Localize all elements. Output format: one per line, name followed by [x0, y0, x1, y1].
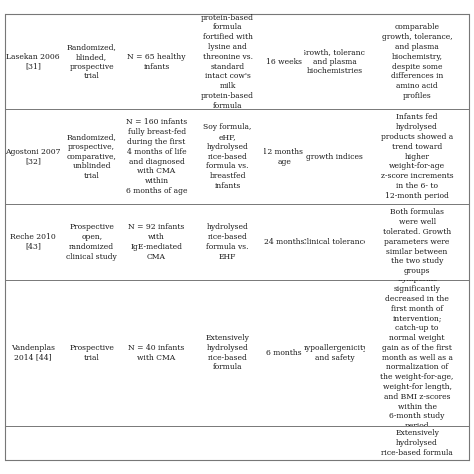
Text: 24 months: 24 months	[264, 238, 304, 246]
Text: 6 months: 6 months	[266, 349, 302, 356]
Text: Prospective
open,
randomized
clinical study: Prospective open, randomized clinical st…	[66, 223, 117, 261]
Text: growth indices: growth indices	[306, 153, 363, 161]
Text: Randomized,
prospective,
comparative,
unblinded
trial: Randomized, prospective, comparative, un…	[67, 133, 117, 180]
Text: Lasekan 2006
[31]: Lasekan 2006 [31]	[6, 53, 60, 71]
Text: N = 160 infants
fully breast-fed
during the first
4 months of life
and diagnosed: N = 160 infants fully breast-fed during …	[126, 118, 187, 195]
Text: comparable
growth, tolerance,
and plasma
biochemistry,
despite some
differences : comparable growth, tolerance, and plasma…	[382, 23, 453, 100]
Text: Reche 2010
[43]: Reche 2010 [43]	[10, 233, 56, 251]
Text: N = 40 infants
with CMA: N = 40 infants with CMA	[128, 344, 185, 362]
Text: Both formulas
were well
tolerated. Growth
parameters were
similar between
the tw: Both formulas were well tolerated. Growt…	[383, 209, 451, 275]
Text: Growth, tolerance
and plasma
biochemistries: Growth, tolerance and plasma biochemistr…	[300, 48, 369, 75]
Text: hydrolysed
rice-based
formula vs.
EHF: hydrolysed rice-based formula vs. EHF	[206, 223, 249, 261]
Text: Soy formula,
eHF,
hydrolysed
rice-based
formula vs.
breastfed
infants: Soy formula, eHF, hydrolysed rice-based …	[203, 123, 252, 190]
Text: Agostoni 2007
[32]: Agostoni 2007 [32]	[5, 148, 61, 165]
Text: N = 92 infants
with
IgE-mediated
CMA: N = 92 infants with IgE-mediated CMA	[128, 223, 185, 261]
Text: Infants fed
hydrolysed
products showed a
trend toward
higher
weight-for-age
z-sc: Infants fed hydrolysed products showed a…	[381, 113, 454, 200]
Text: 6-12 months of
age: 6-12 months of age	[255, 148, 313, 165]
Text: protein-based
formula
fortified with
lysine and
threonine vs.
standard
intact co: protein-based formula fortified with lys…	[201, 14, 254, 110]
Text: Clinical tolerance: Clinical tolerance	[301, 238, 368, 246]
Text: hypoallergenicity
and safety: hypoallergenicity and safety	[301, 344, 368, 362]
Text: N = 65 healthy
infants: N = 65 healthy infants	[128, 53, 186, 71]
Text: Vandenplas
2014 [44]: Vandenplas 2014 [44]	[11, 344, 55, 362]
Text: Prospective
trial: Prospective trial	[69, 344, 114, 362]
Text: Randomized,
blinded,
prospective
trial: Randomized, blinded, prospective trial	[67, 43, 117, 81]
Text: 16 weeks: 16 weeks	[266, 58, 302, 66]
Text: Symptoms
significantly
decreased in the
first month of
intervention;
catch-up to: Symptoms significantly decreased in the …	[381, 275, 454, 430]
Text: Extensively
hydrolysed
rice-based
formula: Extensively hydrolysed rice-based formul…	[206, 334, 249, 371]
Text: Extensively
hydrolysed
rice-based formula: Extensively hydrolysed rice-based formul…	[381, 429, 453, 456]
